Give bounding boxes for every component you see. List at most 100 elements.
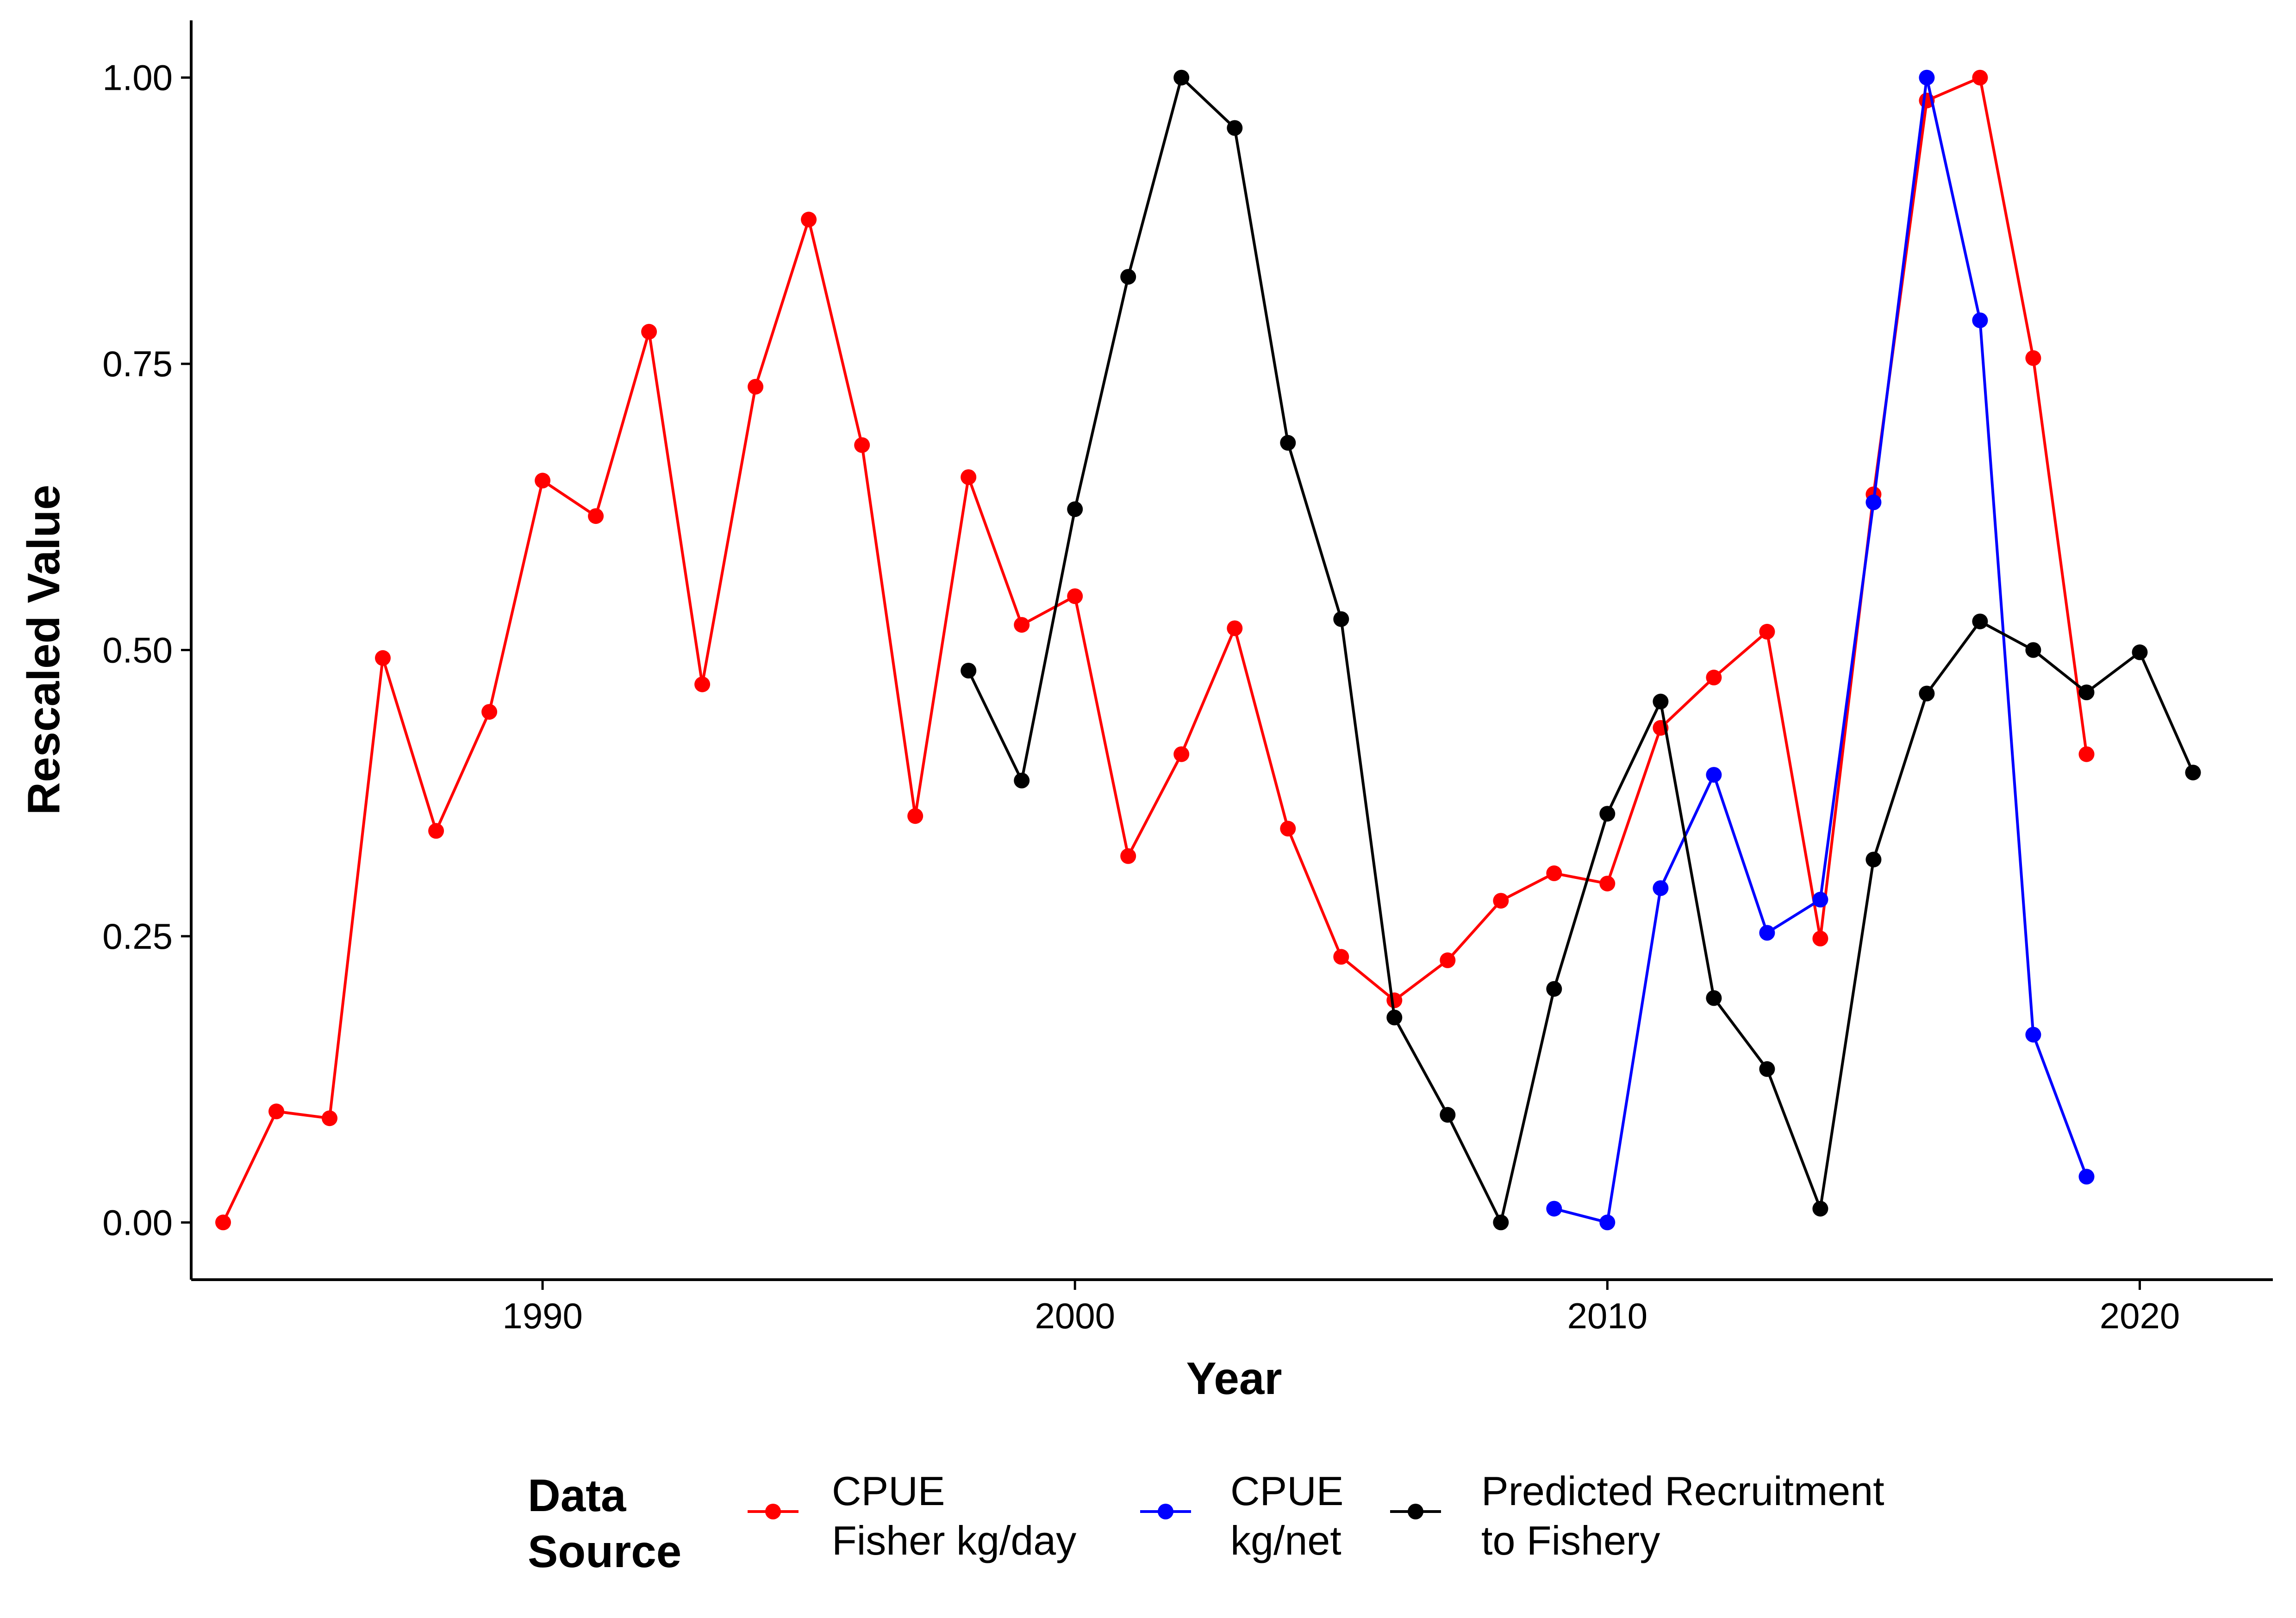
data-point: [1546, 1201, 1562, 1217]
legend-label-line: CPUE: [832, 1468, 945, 1514]
data-point: [535, 473, 551, 489]
data-point: [1120, 848, 1136, 864]
data-point: [1599, 876, 1616, 892]
legend-label: Predicted Recruitment to Fishery: [1481, 1468, 1884, 1563]
data-point: [907, 808, 923, 824]
data-point: [2132, 644, 2148, 660]
legend-key-point: [1158, 1504, 1173, 1519]
data-point: [2078, 685, 2095, 700]
legend-key-point: [765, 1504, 781, 1519]
series-1: [1546, 69, 2095, 1231]
series-layer: [215, 69, 2201, 1231]
data-point: [2025, 350, 2041, 366]
data-point: [1493, 893, 1509, 909]
data-point: [1706, 669, 1722, 685]
series-line: [222, 76, 2088, 1223]
data-point: [1173, 69, 1190, 86]
data-point: [375, 650, 391, 666]
data-point: [1493, 1214, 1509, 1231]
y-axis-ticks: 0.00 0.25 0.50 0.75 1.00: [102, 57, 191, 1243]
data-point: [1866, 852, 1882, 868]
legend-title: Data Source: [528, 1470, 681, 1577]
data-point: [1599, 1214, 1616, 1231]
data-point: [1227, 620, 1243, 636]
data-point: [1866, 494, 1882, 510]
legend-label-line: kg/net: [1230, 1518, 1341, 1563]
data-point: [1812, 930, 1828, 946]
data-point: [1919, 69, 1935, 86]
legend-label: CPUE kg/net: [1230, 1468, 1344, 1563]
x-tick-label: 2010: [1567, 1295, 1648, 1336]
y-tick-label: 0.75: [102, 343, 173, 384]
data-point: [1440, 1107, 1456, 1123]
data-point: [1972, 69, 1988, 86]
data-point: [1014, 617, 1030, 633]
data-point: [1546, 865, 1562, 881]
data-point: [1706, 990, 1722, 1006]
y-tick-label: 0.50: [102, 630, 173, 671]
data-point: [694, 676, 711, 692]
data-point: [215, 1214, 231, 1231]
x-tick-label: 2000: [1035, 1295, 1115, 1336]
data-point: [1067, 501, 1083, 517]
data-point: [1280, 435, 1296, 451]
data-point: [481, 704, 498, 720]
data-point: [1812, 1201, 1828, 1217]
legend-label-line: to Fishery: [1481, 1518, 1660, 1563]
data-point: [2078, 746, 2095, 762]
x-axis-ticks: 1990 2000 2010 2020: [502, 1280, 2180, 1336]
data-point: [322, 1110, 337, 1126]
y-axis-title: Rescaled Value: [18, 485, 69, 815]
legend-item: CPUE Fisher kg/day: [748, 1468, 1076, 1563]
series-0: [215, 69, 2095, 1231]
data-point: [1599, 806, 1616, 822]
data-point: [1759, 623, 1775, 640]
y-tick-label: 0.25: [102, 916, 173, 957]
data-point: [854, 437, 870, 453]
data-point: [961, 663, 977, 678]
data-point: [1227, 120, 1243, 136]
data-point: [1653, 880, 1669, 896]
data-point: [1440, 952, 1456, 968]
data-point: [1280, 821, 1296, 837]
data-point: [1759, 1061, 1775, 1077]
x-tick-label: 2020: [2100, 1295, 2180, 1336]
data-point: [1972, 312, 1988, 329]
data-point: [1173, 746, 1190, 762]
x-axis-title: Year: [1186, 1353, 1282, 1404]
legend-label-line: CPUE: [1230, 1468, 1344, 1514]
series-line: [1554, 76, 2088, 1224]
y-tick-label: 0.00: [102, 1202, 173, 1243]
data-point: [748, 379, 764, 395]
data-point: [2025, 1027, 2041, 1043]
data-point: [1067, 588, 1083, 604]
legend-label-line: Fisher kg/day: [832, 1518, 1076, 1563]
data-point: [2185, 765, 2201, 781]
data-point: [1386, 992, 1403, 1008]
legend-label: CPUE Fisher kg/day: [832, 1468, 1076, 1563]
legend-item: Predicted Recruitment to Fishery: [1390, 1468, 1884, 1563]
series-2: [961, 69, 2201, 1231]
data-point: [1972, 613, 1988, 629]
legend-title-line-1: Data: [528, 1470, 627, 1521]
data-point: [1812, 891, 1828, 908]
legend-item: CPUE kg/net: [1140, 1468, 1344, 1563]
series-line: [967, 76, 2195, 1224]
data-point: [428, 823, 444, 839]
data-point: [1120, 269, 1136, 285]
y-tick-label: 1.00: [102, 57, 173, 98]
data-point: [2078, 1169, 2095, 1185]
x-tick-label: 1990: [502, 1295, 583, 1336]
data-point: [1386, 1009, 1403, 1026]
data-point: [1546, 981, 1562, 997]
data-point: [1706, 767, 1722, 783]
data-point: [961, 469, 977, 485]
data-point: [1653, 693, 1669, 709]
data-point: [1759, 925, 1775, 941]
data-point: [641, 324, 657, 340]
data-point: [1333, 949, 1349, 965]
legend-title-line-2: Source: [528, 1526, 681, 1577]
data-point: [588, 508, 604, 524]
